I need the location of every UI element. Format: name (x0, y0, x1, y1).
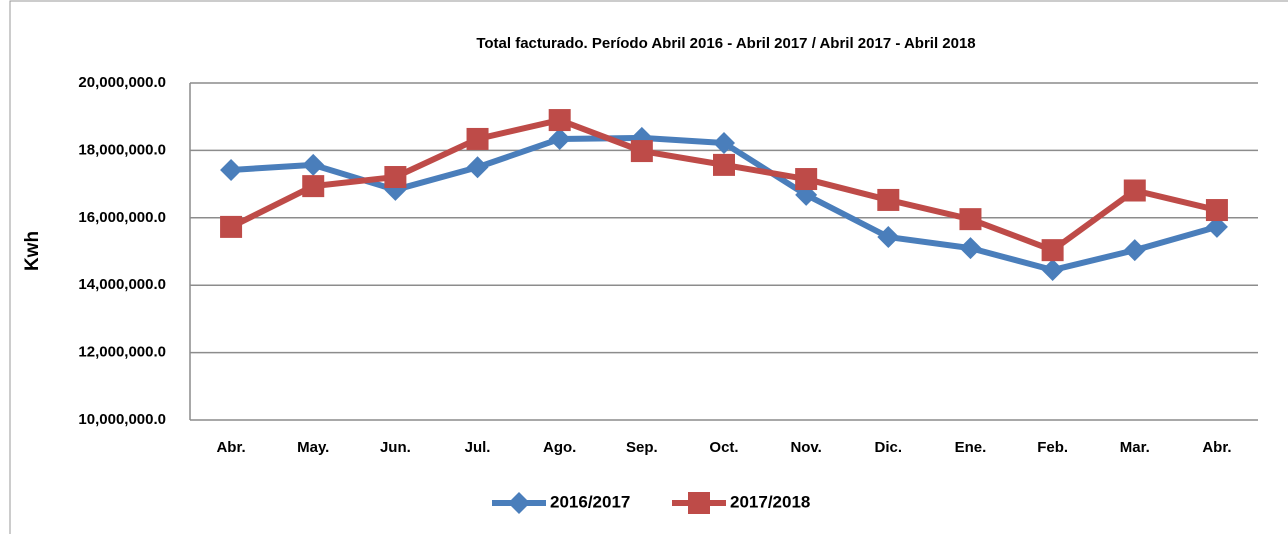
data-point (220, 158, 243, 181)
chart-frame (9, 0, 1288, 534)
legend-label: 2017/2018 (730, 492, 810, 511)
data-point (713, 153, 735, 176)
data-point (959, 237, 982, 260)
y-tick-label: 14,000,000.0 (78, 276, 166, 293)
y-tick-label: 20,000,000.0 (78, 74, 166, 91)
y-tick-label: 16,000,000.0 (78, 209, 166, 226)
data-point (795, 168, 818, 191)
x-tick-label: Jul. (465, 439, 491, 456)
data-point (1205, 215, 1228, 238)
data-point (1123, 239, 1146, 262)
x-tick-label: Dic. (875, 439, 903, 456)
data-point (384, 166, 407, 189)
legend-label: 2016/2017 (550, 492, 630, 511)
x-tick-label: Jun. (380, 439, 411, 456)
data-point (302, 153, 325, 176)
x-tick-label: Oct. (709, 439, 738, 456)
y-axis-label: Kwh (22, 231, 43, 271)
data-point (877, 226, 900, 249)
x-tick-label: Ene. (955, 439, 987, 456)
data-point (548, 109, 571, 132)
x-tick-label: Ago. (543, 439, 576, 456)
x-tick-label: Sep. (626, 439, 658, 456)
data-point (548, 127, 571, 150)
data-point (630, 140, 653, 163)
data-point (1123, 179, 1146, 202)
x-tick-label: Abr. (216, 439, 245, 456)
data-point (1205, 199, 1228, 222)
chart-title: Total facturado. Período Abril 2016 - Ab… (476, 35, 975, 52)
data-point (877, 188, 900, 211)
data-point (466, 156, 489, 179)
y-tick-label: 10,000,000.0 (78, 411, 166, 428)
data-point (220, 215, 243, 238)
data-point (466, 127, 489, 150)
legend-marker (688, 492, 710, 514)
data-point (1041, 239, 1064, 262)
data-point (959, 208, 982, 231)
x-tick-label: Feb. (1037, 439, 1068, 456)
x-tick-label: Abr. (1202, 439, 1231, 456)
y-tick-label: 18,000,000.0 (78, 141, 166, 158)
legend-marker (508, 492, 530, 514)
y-tick-label: 12,000,000.0 (78, 344, 166, 361)
x-tick-label: Nov. (790, 439, 821, 456)
data-point (1041, 259, 1064, 282)
data-point (302, 175, 325, 198)
data-point (713, 131, 735, 154)
x-tick-label: Mar. (1120, 439, 1150, 456)
x-tick-label: May. (297, 439, 329, 456)
